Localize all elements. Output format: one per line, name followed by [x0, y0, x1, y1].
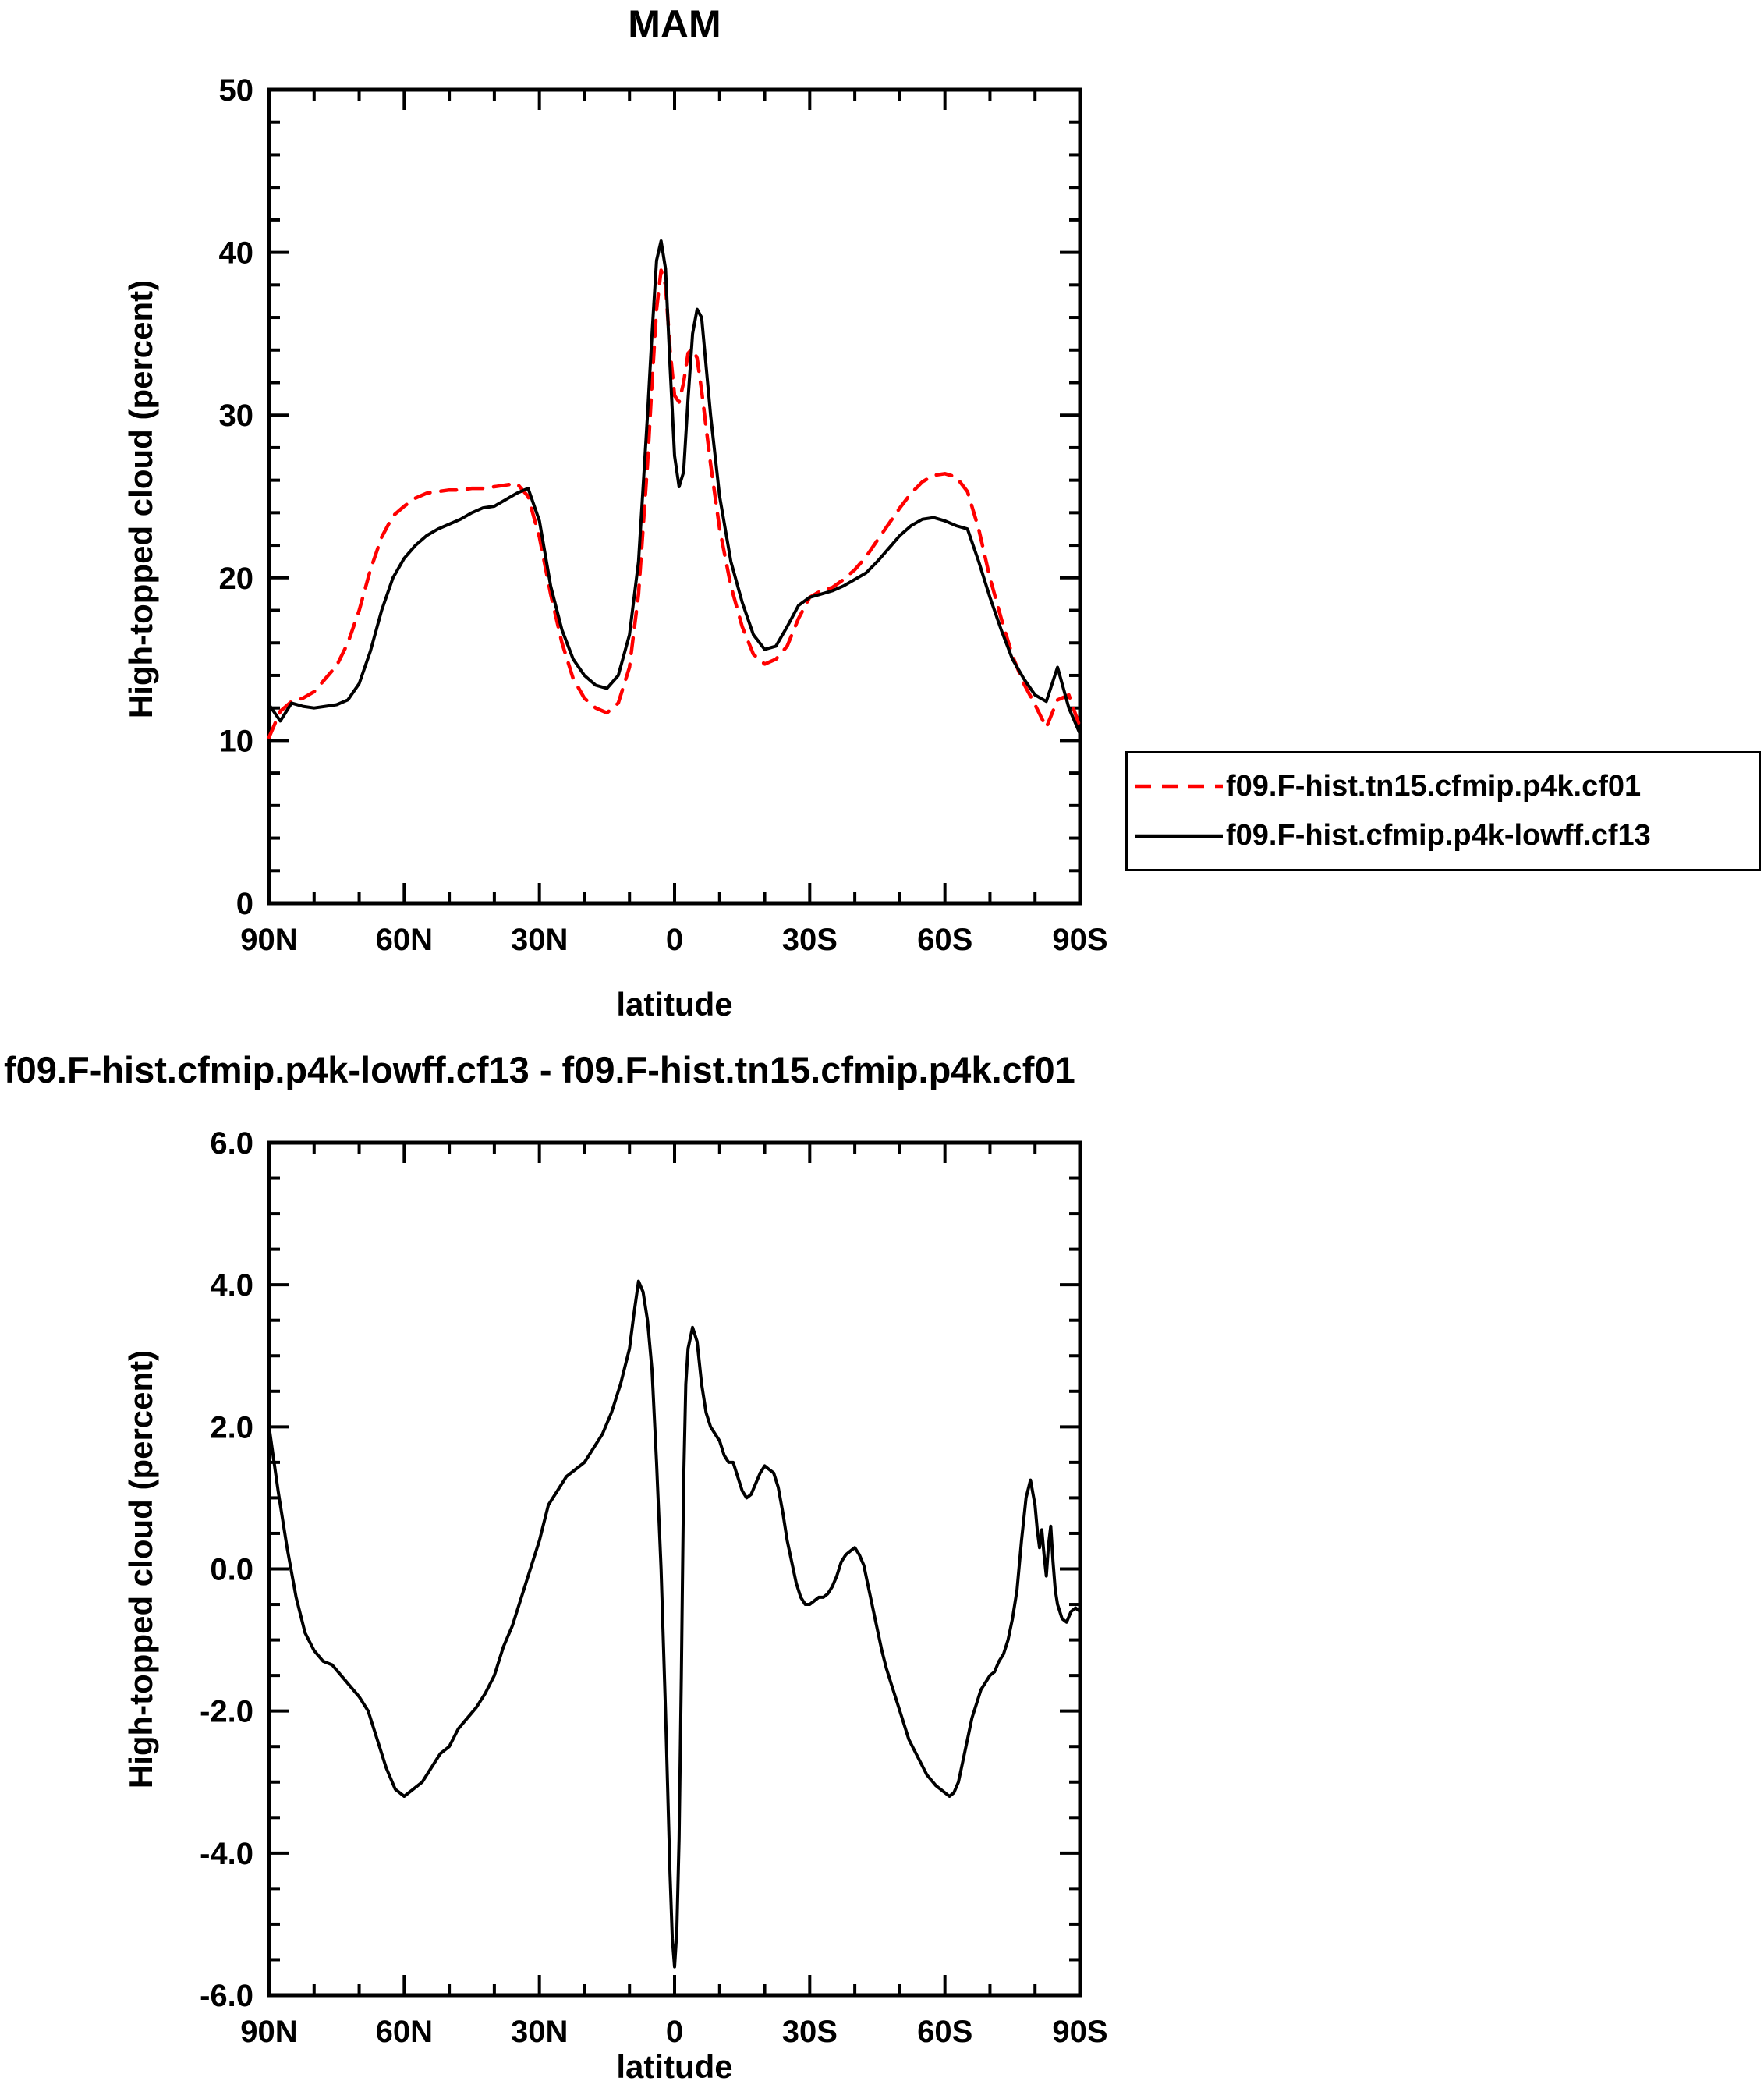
y-tick-label: 30 — [219, 399, 254, 433]
x-tick-label: 0 — [666, 2015, 683, 2049]
legend-item-cf13: f09.F-hist.cfmip.p4k-lowff.cf13 — [1135, 819, 1759, 853]
top-chart-plot-area: 90N 60N 30N 0 30S 60S 90S 0 10 20 30 40 50 — [219, 73, 1108, 957]
x-tick-label: 90N — [240, 2015, 297, 2049]
legend-dashed-line-sample — [1135, 784, 1223, 789]
x-tick-label: 60N — [376, 923, 433, 957]
y-tick-label: 0.0 — [210, 1553, 253, 1587]
legend-label-cf13: f09.F-hist.cfmip.p4k-lowff.cf13 — [1226, 819, 1651, 853]
legend-item-cf01: f09.F-hist.tn15.cfmip.p4k.cf01 — [1135, 770, 1759, 803]
x-tick-label: 30S — [782, 923, 838, 957]
legend-label-cf01: f09.F-hist.tn15.cfmip.p4k.cf01 — [1226, 769, 1642, 803]
x-tick-label: 90S — [1052, 923, 1107, 957]
bottom-chart-plot-area: 90N 60N 30N 0 30S 60S 90S -6.0 -4.0 -2.0 0.0 2.0 4.0… — [200, 1126, 1108, 2049]
y-tick-label: 10 — [219, 724, 254, 758]
y-tick-label: 4.0 — [210, 1268, 253, 1303]
y-tick-label: -4.0 — [200, 1837, 253, 1871]
series-line-0 — [267, 268, 1082, 739]
series-line-0 — [267, 1279, 1082, 1969]
y-tick-label: 50 — [219, 73, 254, 108]
y-tick-label: 40 — [219, 236, 254, 271]
x-tick-label: 60S — [917, 923, 972, 957]
y-tick-label: 20 — [219, 562, 254, 596]
series-line-1 — [267, 239, 1082, 736]
x-tick-label: 30N — [511, 2015, 568, 2049]
plot-border — [267, 87, 1082, 906]
y-tick-label: 0 — [236, 887, 253, 921]
top-chart-title: MAM — [628, 2, 721, 46]
y-tick-label: -2.0 — [200, 1695, 253, 1729]
bottom-chart-x-axis-label: latitude — [616, 2048, 732, 2084]
top-chart-x-axis-label: latitude — [616, 986, 732, 1023]
legend-box: f09.F-hist.tn15.cfmip.p4k.cf01 f09.F-his… — [1125, 751, 1761, 871]
bottom-chart-title: f09.F-hist.cfmip.p4k-lowff.cf13 - f09.F-… — [4, 1049, 1075, 1090]
y-tick-label: 6.0 — [210, 1126, 253, 1161]
x-tick-label: 90N — [240, 923, 297, 957]
x-tick-label: 90S — [1052, 2015, 1107, 2049]
x-tick-label: 30N — [511, 923, 568, 957]
legend-solid-line-sample — [1135, 834, 1223, 838]
bottom-chart-y-axis-label: High-topped cloud (percent) — [122, 1350, 159, 1788]
top-chart-y-axis-label: High-topped cloud (percent) — [122, 280, 159, 718]
x-tick-label: 60S — [917, 2015, 972, 2049]
plot-border — [267, 1140, 1082, 1998]
y-tick-label: 2.0 — [210, 1410, 253, 1445]
x-tick-label: 0 — [666, 923, 683, 957]
x-tick-label: 60N — [376, 2015, 433, 2049]
x-tick-label: 30S — [782, 2015, 838, 2049]
y-tick-label: -6.0 — [200, 1979, 253, 2013]
